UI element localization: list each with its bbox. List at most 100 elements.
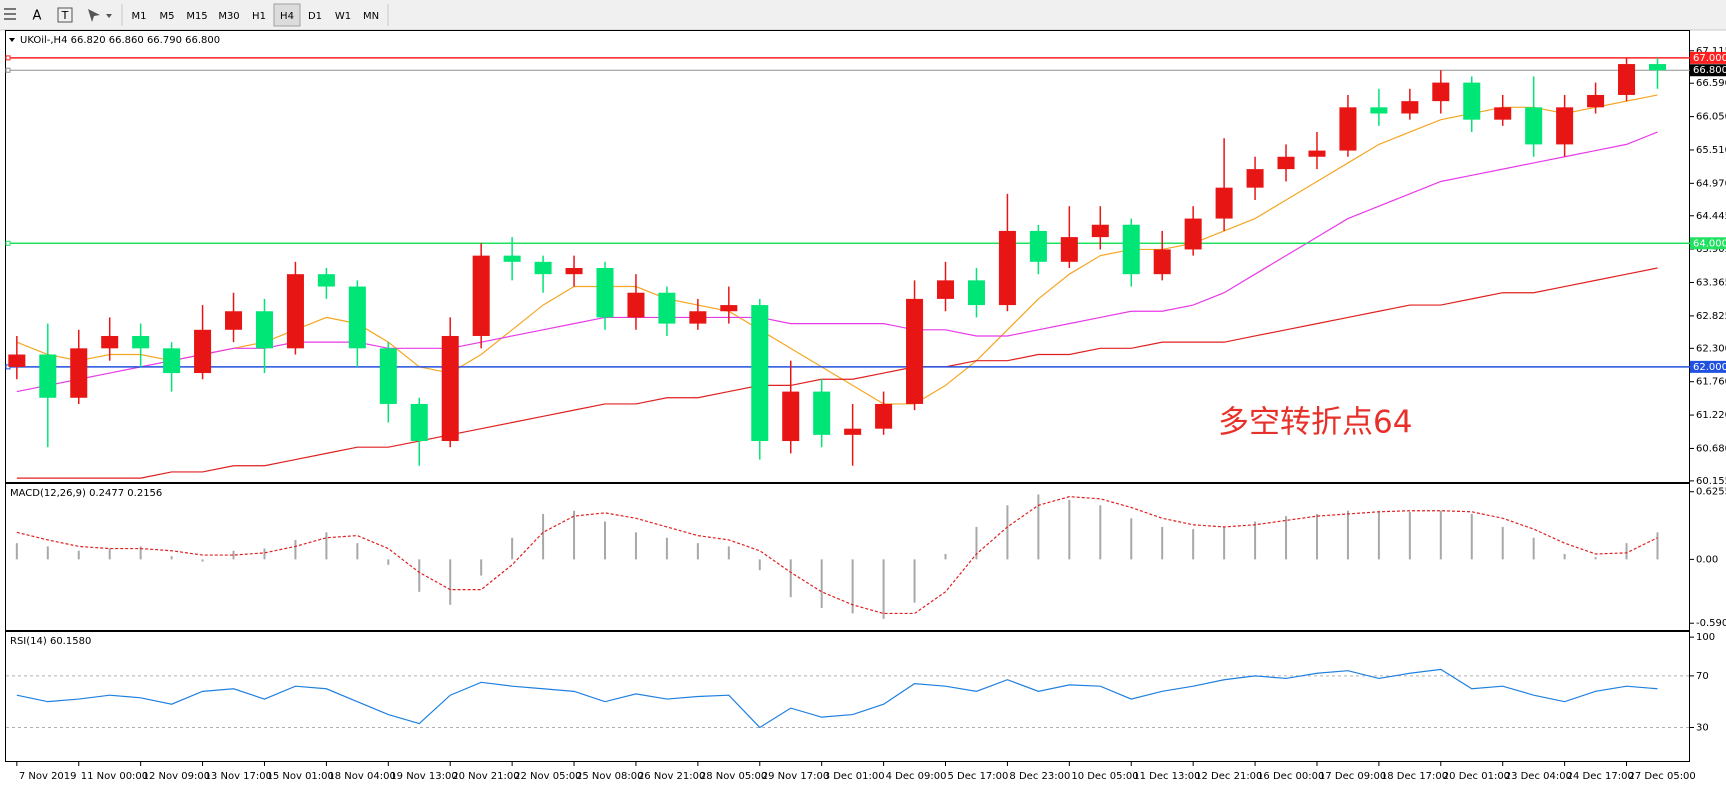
candle-body	[1401, 101, 1419, 114]
x-tick-label: 18 Dec 17:00	[1381, 771, 1448, 782]
x-tick-label: 13 Nov 17:00	[205, 771, 272, 782]
y-tick-label: 65.510	[1696, 145, 1726, 156]
x-tick-label: 19 Nov 13:00	[390, 771, 457, 782]
candle-body	[627, 292, 645, 318]
x-tick-label: 29 Nov 17:00	[762, 771, 829, 782]
candle-body	[286, 274, 304, 349]
candle-body	[317, 274, 335, 287]
timeframe-button[interactable]: H4	[280, 11, 294, 22]
candle-body	[534, 261, 552, 275]
y-tick-label: 0.00	[1696, 554, 1718, 565]
moving-average	[16, 267, 1658, 479]
candle-body	[998, 230, 1016, 306]
level-label: 64.000	[1693, 238, 1726, 249]
timeframe-button[interactable]: M5	[160, 11, 175, 22]
timeframe-button[interactable]: H1	[252, 11, 266, 22]
candle-body	[348, 286, 366, 349]
y-tick-label: 63.905	[1696, 244, 1726, 255]
level-handle	[5, 240, 11, 246]
x-tick-label: 28 Nov 05:00	[700, 771, 767, 782]
level-label: 62.000	[1693, 362, 1726, 373]
candle-body	[967, 280, 985, 306]
candle-body	[194, 329, 212, 374]
candle-body	[39, 354, 57, 398]
level-label-box	[1690, 64, 1726, 77]
candle-body	[1618, 64, 1636, 95]
candle-body	[936, 280, 955, 299]
candle-body	[689, 311, 707, 324]
x-tick-label: 11 Nov 00:00	[81, 771, 148, 782]
x-tick-label: 20 Nov 21:00	[452, 771, 519, 782]
candle-body	[1494, 107, 1512, 120]
candle-body	[1215, 187, 1233, 219]
level-label-box	[1690, 51, 1726, 64]
x-tick-label: 26 Nov 21:00	[638, 771, 705, 782]
x-tick-label: 18 Nov 04:00	[328, 771, 395, 782]
candle-body	[379, 348, 397, 404]
x-tick-label: 12 Dec 21:00	[1195, 771, 1262, 782]
collapse-arrow[interactable]	[9, 38, 15, 42]
label-tool[interactable]: T	[61, 9, 69, 22]
y-tick-label: 61.220	[1696, 410, 1726, 421]
level-label-box	[1690, 237, 1726, 250]
x-tick-label: 23 Dec 04:00	[1505, 771, 1572, 782]
candle-body	[1246, 169, 1264, 188]
candle-body	[132, 335, 150, 349]
timeframe-button[interactable]: M1	[132, 11, 147, 22]
candle-body	[1153, 249, 1171, 275]
x-tick-label: 11 Dec 13:00	[1133, 771, 1200, 782]
panel-title: RSI(14) 60.1580	[10, 636, 91, 647]
y-tick-label: 60.680	[1696, 443, 1726, 454]
candle-body	[1091, 224, 1109, 238]
y-tick-label: 100	[1696, 632, 1715, 643]
y-tick-label: 64.445	[1696, 211, 1726, 222]
x-tick-label: 20 Dec 01:00	[1443, 771, 1510, 782]
annotation: 多空转折点64	[1218, 405, 1412, 441]
x-tick-label: 12 Nov 09:00	[143, 771, 210, 782]
y-tick-label: 66.050	[1696, 112, 1726, 123]
x-tick-label: 22 Nov 05:00	[514, 771, 581, 782]
candle-body	[255, 311, 273, 349]
level-label: 66.800	[1693, 65, 1726, 76]
timeframe-button[interactable]: M30	[218, 11, 239, 22]
candle-body	[1432, 82, 1450, 102]
y-tick-label: 62.300	[1696, 343, 1726, 354]
candle-body	[225, 311, 243, 330]
level-label: 67.000	[1693, 53, 1726, 64]
timeframe-selected	[273, 3, 301, 27]
candle-body	[1029, 230, 1047, 262]
candle-body	[1587, 94, 1605, 108]
y-tick-label: 70	[1696, 671, 1709, 682]
x-tick-label: 8 Dec 23:00	[1009, 771, 1070, 782]
timeframe-button[interactable]: MN	[363, 11, 379, 22]
y-tick-label: 60.155	[1696, 476, 1726, 487]
y-tick-label: 66.590	[1696, 78, 1726, 89]
candle-body	[1060, 237, 1078, 262]
x-tick-label: 27 Dec 05:00	[1629, 771, 1696, 782]
timeframe-button[interactable]: W1	[335, 11, 351, 22]
candle-body	[658, 292, 676, 324]
candle-body	[1184, 218, 1202, 250]
candle-body	[844, 428, 862, 435]
timeframe-button[interactable]: D1	[308, 11, 322, 22]
candle-body	[906, 298, 924, 404]
candle-body	[1122, 224, 1140, 275]
level-label-box	[1690, 360, 1726, 373]
text-tool-box[interactable]	[57, 7, 73, 23]
y-tick-label: 67.115	[1696, 46, 1726, 57]
candle-body	[101, 335, 119, 349]
arrow-tool[interactable]	[88, 9, 112, 22]
candle-body	[472, 255, 490, 336]
candle-body	[1308, 150, 1326, 157]
candle-body	[163, 348, 181, 374]
candle-body	[1648, 64, 1667, 71]
timeframe-button[interactable]: M15	[186, 11, 207, 22]
x-tick-label: 4 Dec 09:00	[886, 771, 947, 782]
macd-signal	[16, 496, 1658, 615]
text-tool[interactable]: A	[33, 9, 42, 24]
x-tick-label: 10 Dec 05:00	[1071, 771, 1138, 782]
menu-icon[interactable]	[4, 8, 16, 20]
panel-title: UKOil-,H4 66.820 66.860 66.790 66.800	[20, 35, 220, 46]
candle-body	[1277, 156, 1295, 170]
